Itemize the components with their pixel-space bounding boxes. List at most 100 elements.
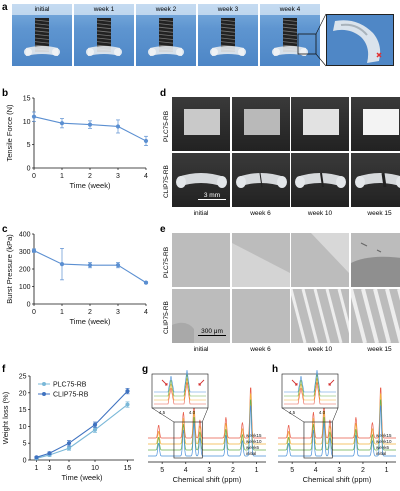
y-tick-label: 300	[19, 249, 31, 256]
film-graphic	[362, 109, 399, 135]
zoom-connector	[151, 407, 175, 423]
sem-texture	[231, 243, 290, 287]
legend-label: PLC75-RB	[53, 382, 87, 389]
zoom-connector	[332, 407, 339, 423]
x-axis-label: Chemical shift (ppm)	[173, 475, 242, 484]
inset-tick-label: 4.0	[319, 410, 326, 415]
grid-col-label: week 10	[307, 346, 333, 353]
x-tick-label: 1	[60, 309, 64, 316]
x-tick-label: 0	[32, 173, 36, 180]
grid-col-label: week 6	[250, 346, 271, 353]
spectrum-trace	[148, 399, 266, 451]
sem-image-tile	[231, 288, 290, 343]
arrow-icon	[161, 379, 168, 386]
x-axis-label: Time (week)	[62, 473, 103, 482]
spectrum-trace	[148, 387, 266, 439]
spectrum-label: week10	[376, 439, 392, 444]
x-tick-label: 15	[124, 465, 132, 472]
inset-frame	[281, 373, 339, 409]
x-tick-label: 0	[32, 309, 36, 316]
panel-h-letter: h	[272, 364, 279, 375]
zoom-region	[173, 421, 203, 459]
grid-col-label: week 10	[307, 210, 333, 217]
macro-photo-tile	[172, 152, 230, 207]
x-tick-label: 1	[255, 467, 259, 474]
y-tick-label: 25	[19, 374, 27, 381]
sem-texture	[311, 233, 349, 273]
panel-a-photo-tile: week 3	[198, 4, 258, 66]
arrow-icon	[328, 379, 335, 386]
tube-graphic	[235, 172, 287, 188]
y-tick-label: 15	[19, 407, 27, 414]
data-point	[115, 124, 121, 129]
arrow-icon	[291, 379, 298, 386]
grid-col-label: week 15	[367, 210, 392, 217]
data-point	[59, 121, 65, 126]
grid-row-label: PLC75-RB	[163, 110, 170, 142]
sem-texture	[350, 288, 400, 343]
y-tick-label: 100	[19, 284, 31, 291]
macro-photo-tile	[231, 97, 290, 151]
film-graphic	[243, 109, 280, 135]
y-tick-label: 5	[27, 142, 31, 149]
inset-trace	[284, 369, 336, 393]
legend-label: CLIP75-RB	[53, 392, 89, 399]
inset-trace	[154, 377, 206, 401]
macro-photo-tile	[291, 97, 349, 151]
inset-tick-label: 4.0	[189, 410, 196, 415]
spectrum-label: week6	[376, 445, 390, 450]
panel-a-photo-tile: week 2	[136, 4, 196, 66]
sem-texture	[350, 242, 400, 287]
data-point	[59, 262, 65, 267]
panel-a-tile-label: week 1	[74, 4, 134, 15]
macro-photo-tile	[350, 97, 400, 151]
spectrum-label: week15	[376, 433, 392, 438]
x-tick-label: 10	[91, 465, 99, 472]
x-tick-label: 5	[290, 467, 294, 474]
scalebar: 3 mm	[198, 192, 226, 200]
series-line	[36, 390, 128, 458]
y-tick-label: 20	[19, 390, 27, 397]
y-tick-label: 10	[23, 119, 31, 126]
spectrum-label: initial	[376, 451, 386, 456]
stent-graphic	[148, 18, 184, 56]
panel-b-letter: b	[2, 88, 9, 99]
data-point	[92, 422, 98, 427]
x-tick-label: 2	[231, 467, 235, 474]
panel-a-photo-tile: initial	[12, 4, 72, 66]
y-tick-label: 400	[19, 232, 31, 239]
sem-image-tile	[291, 288, 349, 343]
grid-row-label: CLIP75-RB	[163, 300, 170, 334]
inset-trace	[284, 373, 336, 397]
zoom-region	[303, 421, 333, 459]
x-tick-label: 3	[207, 467, 211, 474]
tube-graphic	[295, 172, 346, 188]
scalebar: 300 μm	[198, 328, 226, 336]
inset-trace	[154, 369, 206, 393]
stent-graphic	[210, 18, 246, 56]
panel-a-photo-tile: week 1	[74, 4, 134, 66]
x-axis-label: Time (week)	[70, 181, 111, 190]
zoom-connector	[281, 407, 305, 423]
x-tick-label: 1	[35, 465, 39, 472]
grid-col-label: week 15	[367, 346, 392, 353]
grid-col-label: week 6	[250, 210, 271, 217]
x-tick-label: 6	[67, 465, 71, 472]
inset-trace	[284, 381, 336, 405]
inset-tick-label: 4.5	[289, 410, 296, 415]
x-tick-label: 4	[144, 173, 148, 180]
x-tick-label: 3	[48, 465, 52, 472]
panel-a-tile-label: week 4	[260, 4, 320, 15]
panel-d-letter: d	[160, 88, 167, 99]
sem-image-tile	[172, 233, 230, 287]
sem-image-tile	[172, 288, 230, 343]
spectrum-label: week10	[246, 439, 262, 444]
data-point	[34, 455, 39, 460]
tensile-force-chart: 0 5 10 15 0 1 2 3 4 Time (week) Tensile Force (N)	[5, 96, 149, 190]
data-point	[125, 402, 130, 407]
panel-a-tile-label: initial	[12, 4, 72, 15]
y-tick-label: 200	[19, 267, 31, 274]
y-axis-label: Burst Pressure (kPa)	[5, 234, 14, 304]
